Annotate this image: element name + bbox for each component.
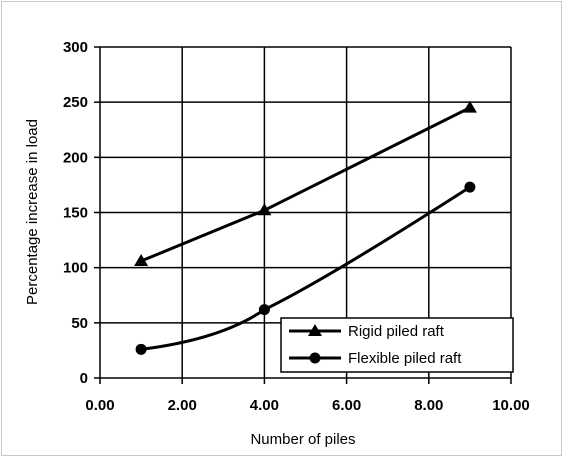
legend-label: Rigid piled raft bbox=[348, 323, 445, 340]
x-axis-title: Number of piles bbox=[250, 431, 355, 448]
circle-marker bbox=[135, 343, 147, 355]
y-axis-title: Percentage increase in load bbox=[24, 119, 41, 305]
x-tick-label: 10.00 bbox=[492, 397, 530, 414]
circle-marker bbox=[464, 181, 476, 193]
y-tick-label: 0 bbox=[80, 370, 88, 387]
triangle-marker bbox=[134, 254, 149, 267]
triangle-marker bbox=[257, 203, 272, 216]
x-tick-label: 6.00 bbox=[332, 397, 361, 414]
y-tick-label: 100 bbox=[63, 260, 88, 277]
tick-layer: 0.00 2.00 4.00 6.00 8.00 10.00 0 50 100 150 200 250… bbox=[63, 39, 530, 414]
x-tick-label: 8.00 bbox=[414, 397, 443, 414]
y-tick-label: 150 bbox=[63, 205, 88, 222]
x-tick-label: 0.00 bbox=[85, 397, 114, 414]
series-layer bbox=[134, 100, 477, 355]
legend-label: Flexible piled raft bbox=[348, 350, 462, 367]
legend: Rigid piled raft Flexible piled raft bbox=[280, 317, 514, 373]
x-tick-label: 4.00 bbox=[250, 397, 279, 414]
y-tick-label: 50 bbox=[71, 315, 88, 332]
legend-triangle-marker bbox=[308, 324, 322, 336]
legend-box bbox=[280, 317, 514, 373]
x-tick-label: 2.00 bbox=[168, 397, 197, 414]
series-line-0 bbox=[140, 106, 471, 263]
series-line-1 bbox=[140, 185, 471, 351]
y-tick-label: 300 bbox=[63, 39, 88, 56]
y-tick-label: 200 bbox=[63, 149, 88, 166]
legend-circle-marker bbox=[309, 352, 321, 364]
triangle-marker bbox=[462, 100, 477, 113]
circle-marker bbox=[258, 304, 270, 316]
y-tick-label: 250 bbox=[63, 94, 88, 111]
